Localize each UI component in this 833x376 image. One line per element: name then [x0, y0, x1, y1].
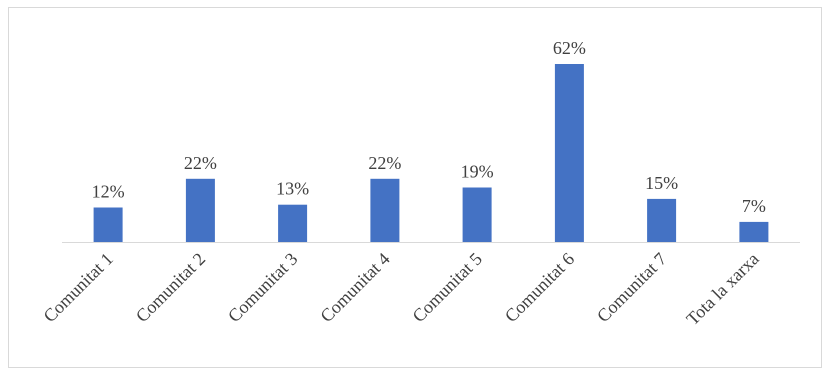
category-labels-group: Comunitat 1 Comunitat 2 Comunitat 3 Comunit…: [40, 249, 763, 329]
data-label-1: 12%: [92, 182, 125, 202]
data-label-2: 22%: [184, 153, 217, 173]
data-label-4: 22%: [368, 153, 401, 173]
bar-7: [647, 198, 677, 242]
category-label-8: Tota la xarxa: [682, 249, 762, 329]
category-label-1: Comunitat 1: [40, 249, 117, 326]
bar-4: [370, 178, 400, 242]
category-label-4: Comunitat 4: [316, 249, 393, 326]
data-label-8: 7%: [742, 196, 766, 216]
category-label-7: Comunitat 7: [593, 249, 670, 326]
bar-3: [278, 204, 308, 242]
category-label-3: Comunitat 3: [224, 249, 301, 326]
chart-frame: [8, 7, 822, 368]
bar-2: [185, 178, 215, 242]
category-label-2: Comunitat 2: [132, 249, 209, 326]
category-label-6: Comunitat 6: [501, 249, 578, 326]
bar-6: [554, 64, 584, 242]
category-label-5: Comunitat 5: [409, 249, 486, 326]
data-label-6: 62%: [553, 38, 586, 58]
data-label-7: 15%: [645, 173, 678, 193]
bar-1: [93, 207, 123, 242]
bars-group: [93, 64, 769, 242]
data-labels-group: 12% 22% 13% 22% 19% 62% 15% 7%: [92, 38, 766, 216]
bar-8: [739, 221, 769, 242]
bar-5: [462, 187, 492, 242]
data-label-5: 19%: [461, 162, 494, 182]
data-label-3: 13%: [276, 179, 309, 199]
